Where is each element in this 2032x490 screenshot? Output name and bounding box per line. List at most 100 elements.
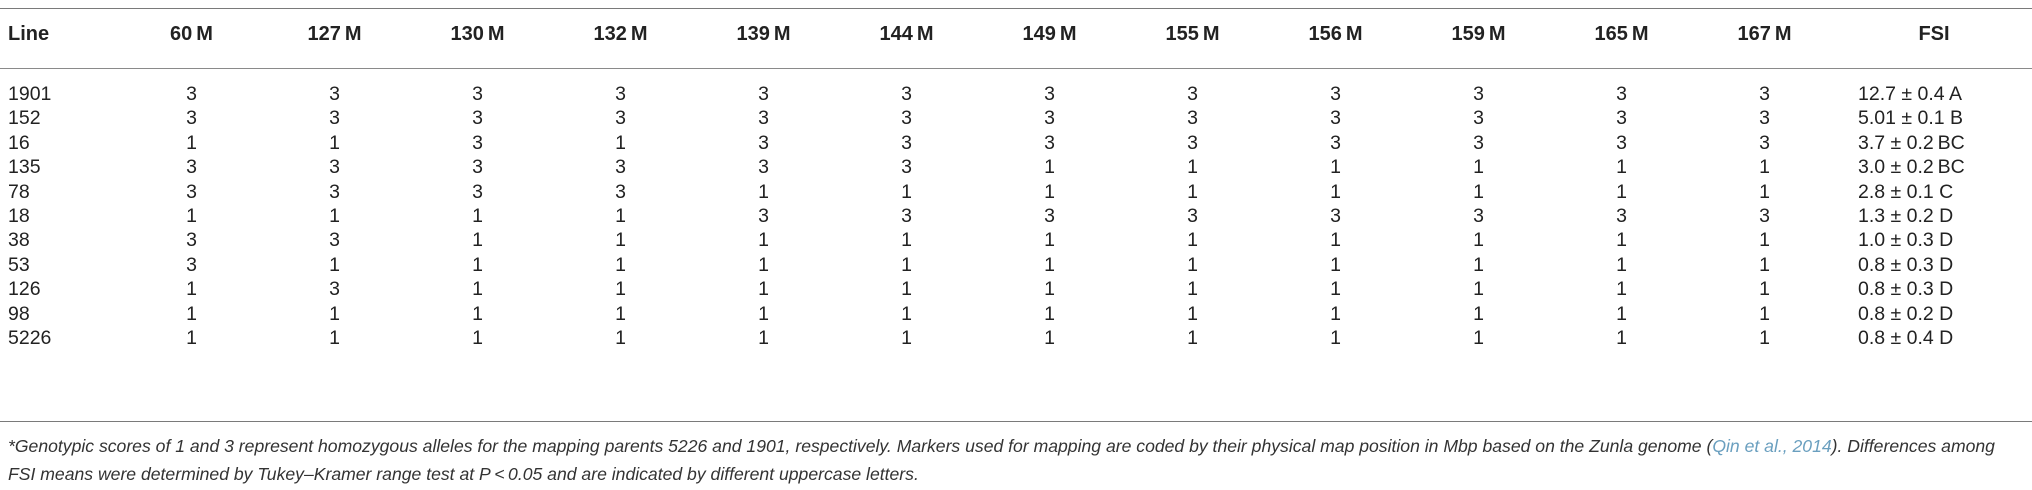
genotype-score-cell: 1 [472,278,483,301]
table-body: 1901 3 3 3 3 3 3 3 3 3 3 3 3 12.7 ± 0.4 A 152 3 3 3 3 3 3 3 3 3… [0,68,2032,350]
genotype-score-cell: 1 [1473,327,1484,350]
genotype-score-cell: 3 [1473,205,1484,228]
genotype-score-cell: 1 [901,253,912,276]
fsi-cell: 12.7 ± 0.4 A [1858,83,1962,105]
header-line: Line [8,22,50,45]
genotype-score-cell: 3 [1330,131,1341,154]
genotype-score-cell: 1 [1759,180,1770,203]
line-id-cell: 18 [8,205,30,228]
header-marker: 132 M [593,22,648,45]
table-row: 5226 1 1 1 1 1 1 1 1 1 1 1 1 0.8 ± 0.4 D [0,326,2032,350]
genotype-score-cell: 1 [1473,156,1484,179]
genotype-score-cell: 3 [329,83,340,105]
genotype-score-cell: 3 [758,156,769,179]
genotype-score-cell: 1 [472,229,483,252]
genotype-score-cell: 1 [1330,278,1341,301]
genotype-score-cell: 3 [901,156,912,179]
genotype-score-cell: 1 [901,278,912,301]
genotype-score-cell: 1 [1759,278,1770,301]
genotype-score-cell: 1 [472,205,483,228]
genotype-score-cell: 3 [1616,205,1627,228]
table-row: 16 1 1 3 1 3 3 3 3 3 3 3 3 3.7 ± 0.2 BC [0,131,2032,155]
genotype-score-cell: 1 [1330,229,1341,252]
genotype-score-cell: 1 [1330,156,1341,179]
genotype-score-cell: 3 [758,83,769,105]
genotype-score-cell: 1 [186,278,197,301]
footnote-text: *Genotypic scores of 1 and 3 represent h… [8,436,1713,456]
genotype-score-cell: 3 [1616,131,1627,154]
genotype-score-cell: 1 [758,253,769,276]
genotype-score-cell: 3 [1187,107,1198,130]
genotype-score-cell: 3 [1330,107,1341,130]
genotype-table-container: Line 60 M 127 M 130 M 132 M 139 M 144 M … [0,0,2032,350]
table-top-rule [0,8,2032,9]
line-id-cell: 38 [8,229,30,252]
genotype-score-cell: 3 [186,180,197,203]
genotype-score-cell: 1 [1187,253,1198,276]
genotype-score-cell: 3 [1759,205,1770,228]
header-marker: 144 M [879,22,934,45]
genotype-score-cell: 1 [1473,278,1484,301]
genotype-score-cell: 3 [901,107,912,130]
genotype-score-cell: 1 [472,327,483,350]
genotype-score-cell: 1 [1187,278,1198,301]
genotype-score-cell: 1 [1044,253,1055,276]
genotype-score-cell: 3 [472,131,483,154]
genotype-score-cell: 1 [1187,302,1198,325]
genotype-score-cell: 1 [186,131,197,154]
genotype-score-cell: 3 [186,156,197,179]
genotype-score-cell: 1 [901,180,912,203]
genotype-score-cell: 3 [1759,131,1770,154]
line-id-cell: 5226 [8,327,52,350]
genotype-score-cell: 3 [1330,83,1341,105]
table-footnote: *Genotypic scores of 1 and 3 represent h… [8,432,2018,488]
genotype-score-cell: 1 [758,327,769,350]
genotype-score-cell: 1 [615,253,626,276]
genotype-score-cell: 1 [615,302,626,325]
genotype-score-cell: 3 [186,83,197,105]
table-row: 78 3 3 3 3 1 1 1 1 1 1 1 1 2.8 ± 0.1 C [0,180,2032,204]
genotype-score-cell: 1 [901,327,912,350]
genotype-score-cell: 1 [1616,229,1627,252]
genotype-score-cell: 1 [1330,253,1341,276]
genotype-score-cell: 3 [901,83,912,105]
table-row: 152 3 3 3 3 3 3 3 3 3 3 3 3 5.01 ± 0.1 B [0,106,2032,130]
genotype-score-cell: 3 [472,83,483,105]
header-marker: 149 M [1022,22,1077,45]
header-row: Line 60 M 127 M 130 M 132 M 139 M 144 M … [0,0,2032,68]
footnote-citation-link[interactable]: Qin et al., 2014 [1712,436,1832,456]
fsi-cell: 0.8 ± 0.3 D [1858,253,1954,276]
table-row: 135 3 3 3 3 3 3 1 1 1 1 1 1 3.0 ± 0.2 BC [0,155,2032,179]
genotype-score-cell: 1 [329,327,340,350]
line-id-cell: 78 [8,180,30,203]
genotype-score-cell: 1 [1616,327,1627,350]
genotype-score-cell: 1 [1044,327,1055,350]
genotype-score-cell: 1 [1187,229,1198,252]
genotype-score-cell: 1 [1616,253,1627,276]
table-row: 18 1 1 1 1 3 3 3 3 3 3 3 3 1.3 ± 0.2 D [0,204,2032,228]
line-id-cell: 135 [8,156,41,179]
genotype-score-cell: 3 [329,180,340,203]
genotype-score-cell: 1 [1473,302,1484,325]
table-row: 1901 3 3 3 3 3 3 3 3 3 3 3 3 12.7 ± 0.4 A [0,82,2032,106]
genotype-score-cell: 1 [901,302,912,325]
genotype-score-cell: 3 [472,156,483,179]
genotype-score-cell: 3 [186,229,197,252]
header-fsi: FSI [1918,22,1950,45]
genotype-score-cell: 3 [472,107,483,130]
genotype-score-cell: 3 [1330,205,1341,228]
genotype-score-cell: 3 [1759,107,1770,130]
genotype-score-cell: 3 [758,131,769,154]
genotype-score-cell: 1 [1759,156,1770,179]
genotype-score-cell: 1 [1187,327,1198,350]
genotype-score-cell: 1 [615,229,626,252]
genotype-score-cell: 1 [1473,180,1484,203]
header-marker: 165 M [1594,22,1649,45]
genotype-score-cell: 3 [901,131,912,154]
genotype-score-cell: 3 [901,205,912,228]
genotype-score-cell: 3 [758,205,769,228]
genotype-score-cell: 3 [1044,107,1055,130]
genotype-score-cell: 3 [1473,107,1484,130]
table-bottom-rule [0,421,2032,422]
fsi-cell: 5.01 ± 0.1 B [1858,107,1964,130]
